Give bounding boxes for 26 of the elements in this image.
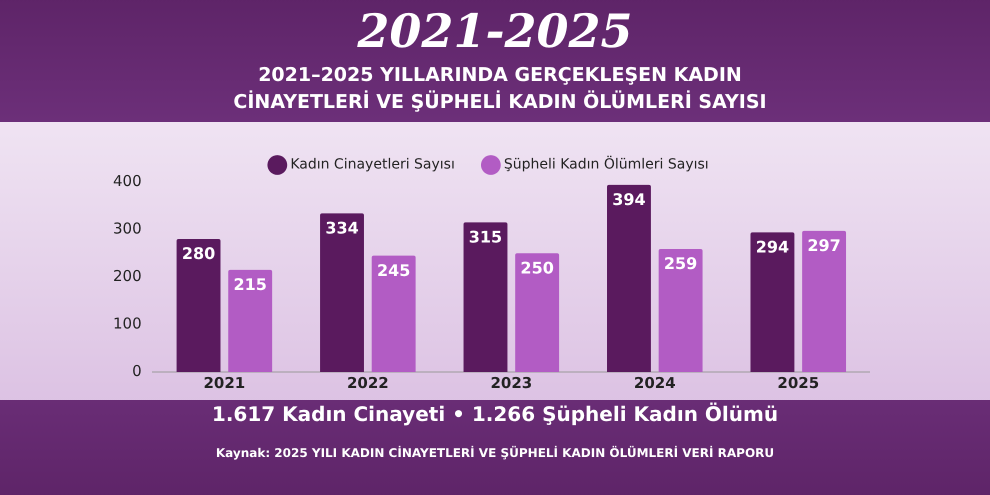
data-label: 334 [325, 218, 359, 238]
data-label: 315 [468, 228, 502, 247]
y-tick-label: 300 [112, 219, 142, 238]
data-label: 297 [807, 236, 841, 256]
data-label: 215 [233, 275, 267, 294]
chart-title: 2021-2025 [356, 4, 634, 58]
legend-label: Kadın Cinayetleri Sayısı [290, 156, 455, 173]
x-tick-label: 2022 [346, 374, 389, 392]
y-tick-label: 100 [112, 314, 142, 332]
text: 1.617 Kadın Cinayeti • 1.266 Şüpheli Kadın Ölümü [210, 402, 780, 426]
text: Kaynak: 2025 YILI KADIN CİNAYETLERİ VE ŞÜPHELİ KADIN ÖLÜMLERİ VERİ RAPORU [214, 446, 776, 460]
data-label: 294 [756, 238, 790, 257]
data-label: 245 [376, 260, 410, 280]
data-label: 280 [182, 244, 216, 264]
y-tick-label: 400 [112, 172, 142, 190]
y-tick-label: 200 [112, 266, 142, 285]
x-tick-label: 2021 [203, 374, 246, 392]
y-tick-label: 0 [132, 362, 142, 380]
x-tick-label: 2024 [634, 374, 676, 392]
data-label: 394 [612, 190, 646, 210]
legend-label: Şüpheli Kadın Ölümleri Sayısı [504, 156, 709, 173]
data-label: 250 [520, 258, 554, 278]
chart-subtitle: 2021–2025 YILLARINDA GERÇEKLEŞEN KADIN CİNAYETLERİ VE ŞÜPHELİ KADIN ÖLÜMLERİ SAYISI [232, 63, 768, 115]
x-tick-label: 2025 [777, 374, 820, 392]
data-label: 259 [664, 254, 698, 274]
x-tick-label: 2023 [490, 374, 532, 392]
